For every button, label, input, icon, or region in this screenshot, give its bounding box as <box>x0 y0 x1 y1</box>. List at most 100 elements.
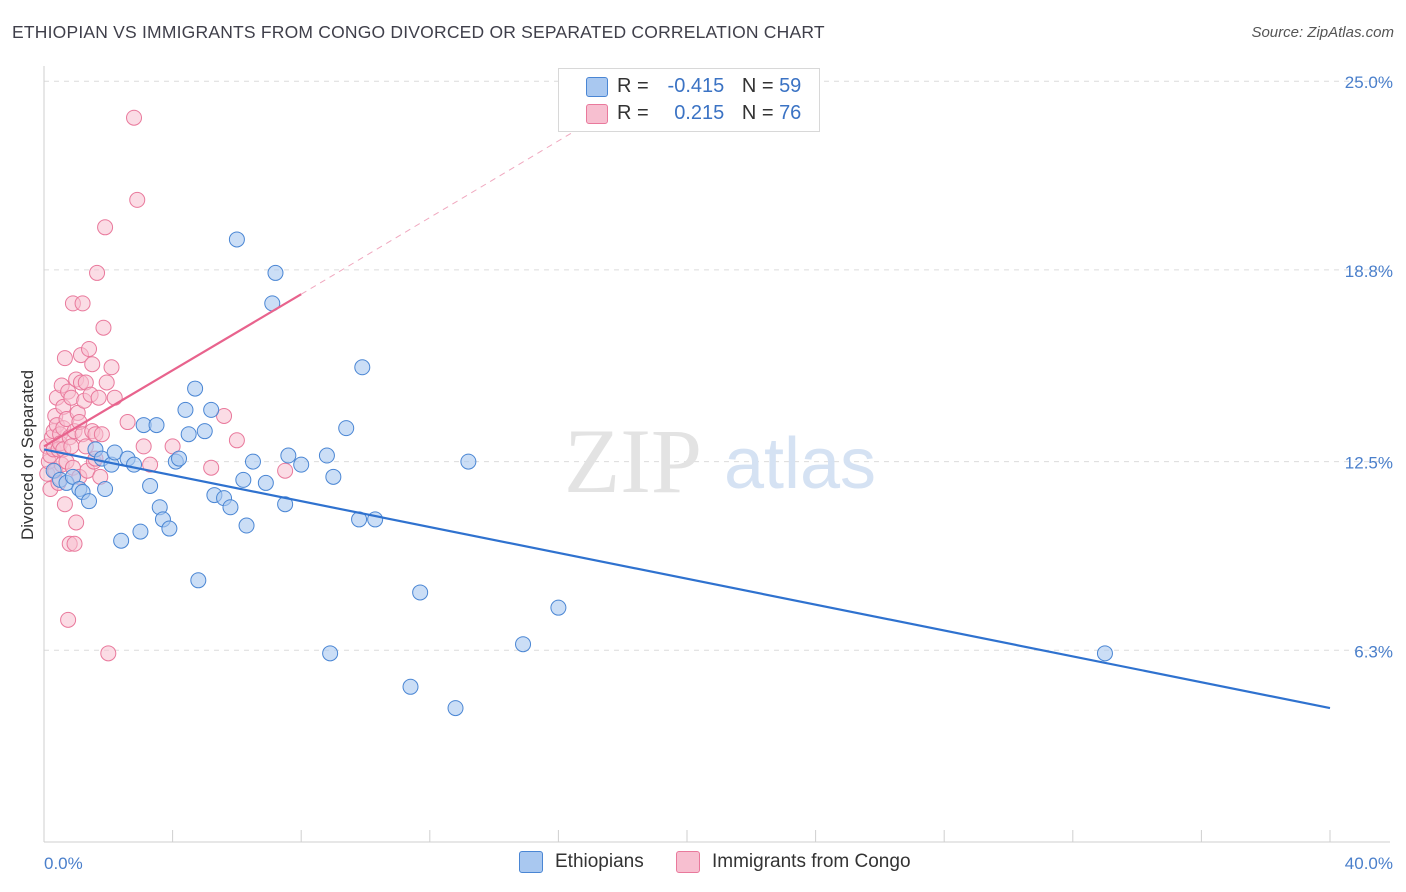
data-point-congo <box>216 407 233 424</box>
legend-n-value: 76 <box>779 102 802 124</box>
data-point-ethiopian <box>196 423 213 440</box>
data-point-congo <box>106 389 123 406</box>
data-point-ethiopian <box>402 678 419 695</box>
data-point-congo <box>119 414 136 431</box>
data-point-ethiopian <box>550 599 567 616</box>
data-point-congo <box>203 459 220 476</box>
data-point-ethiopian <box>338 420 355 437</box>
legend-r-label: R = <box>617 102 649 124</box>
data-point-congo <box>60 611 77 628</box>
data-point-congo <box>129 191 146 208</box>
legend-n-label: N = <box>741 75 774 97</box>
trend-lines <box>43 102 1331 710</box>
data-point-congo <box>56 496 73 513</box>
data-point-ethiopian <box>203 401 220 418</box>
data-point-ethiopian <box>267 264 284 281</box>
data-point-ethiopian <box>81 493 98 510</box>
y-tick-label: 25.0% <box>1345 73 1393 92</box>
ethiopian-points <box>45 231 1113 717</box>
legend-item-ethiopians: Ethiopians <box>519 851 644 873</box>
data-point-ethiopian <box>106 444 123 461</box>
trend-line-congo-extension <box>300 102 623 295</box>
trend-line-ethiopians <box>43 448 1331 710</box>
data-point-ethiopian <box>97 480 114 497</box>
data-point-congo <box>63 438 80 455</box>
data-point-ethiopian <box>222 499 239 516</box>
y-tick-label: 6.3% <box>1354 642 1393 661</box>
data-point-ethiopian <box>1096 645 1113 662</box>
legend-n-label: N = <box>741 102 774 124</box>
data-point-ethiopian <box>142 477 159 494</box>
data-point-congo <box>68 514 85 531</box>
data-point-congo <box>228 432 245 449</box>
watermark: ZIP atlas <box>564 410 876 512</box>
data-point-ethiopian <box>412 584 429 601</box>
legend-r-value: -0.415 <box>667 75 725 97</box>
data-point-congo <box>142 456 159 473</box>
congo-points <box>39 109 294 662</box>
data-point-ethiopian <box>293 456 310 473</box>
data-point-ethiopian <box>171 450 188 467</box>
legend-r-label: R = <box>617 75 649 97</box>
series-legend: Ethiopians Immigrants from Congo <box>0 851 1406 879</box>
y-tick-label: 12.5% <box>1345 454 1393 473</box>
data-point-ethiopian <box>318 447 335 464</box>
legend-item-congo: Immigrants from Congo <box>676 851 911 873</box>
data-point-ethiopian <box>354 359 371 376</box>
data-point-congo <box>97 219 114 236</box>
data-point-congo <box>66 535 83 552</box>
data-point-ethiopian <box>132 523 149 540</box>
data-point-ethiopian <box>257 474 274 491</box>
data-point-ethiopian <box>126 456 143 473</box>
data-point-congo <box>95 319 112 336</box>
chart-title: ETHIOPIAN VS IMMIGRANTS FROM CONGO DIVOR… <box>12 22 825 42</box>
data-point-congo <box>90 389 107 406</box>
data-point-ethiopian <box>515 636 532 653</box>
data-point-ethiopian <box>228 231 245 248</box>
data-point-ethiopian <box>148 417 165 434</box>
data-point-ethiopian <box>187 380 204 397</box>
data-point-ethiopian <box>161 520 178 537</box>
correlation-legend: R = -0.415 N = 59 R = 0.215 N = 76 <box>558 68 820 132</box>
legend-label-congo: Immigrants from Congo <box>712 851 911 872</box>
data-point-ethiopian <box>235 471 252 488</box>
legend-swatch-blue <box>586 76 608 97</box>
data-point-ethiopian <box>177 401 194 418</box>
data-point-congo <box>84 356 101 373</box>
data-point-ethiopian <box>277 496 294 513</box>
source-label: Source: ZipAtlas.com <box>1251 24 1394 41</box>
data-point-congo <box>126 109 143 126</box>
grid-lines <box>44 80 1390 651</box>
trend-line-congo <box>43 293 302 448</box>
data-point-congo <box>89 264 106 281</box>
data-point-congo <box>74 295 91 312</box>
data-point-ethiopian <box>190 572 207 589</box>
data-point-congo <box>93 426 110 443</box>
data-point-ethiopian <box>325 468 342 485</box>
x-tick-label: 0.0% <box>44 854 83 873</box>
data-point-ethiopian <box>113 532 130 549</box>
data-point-ethiopian <box>180 426 197 443</box>
data-point-ethiopian <box>238 517 255 534</box>
data-point-congo <box>98 374 115 391</box>
legend-swatch-congo <box>676 851 700 873</box>
data-point-congo <box>277 462 294 479</box>
watermark-atlas: atlas <box>724 424 876 504</box>
data-point-ethiopian <box>447 700 464 717</box>
data-point-ethiopian <box>460 453 477 470</box>
tick-labels: 6.3% 12.5% 18.8% 25.0% 0.0% 40.0% <box>44 73 1393 873</box>
legend-label-ethiopians: Ethiopians <box>555 851 644 872</box>
data-point-ethiopian <box>322 645 339 662</box>
legend-n-value: 59 <box>779 75 802 97</box>
legend-swatch-pink <box>586 103 608 124</box>
data-point-congo <box>135 438 152 455</box>
data-point-congo <box>81 341 98 358</box>
data-point-congo <box>103 359 120 376</box>
legend-r-value: 0.215 <box>674 102 725 124</box>
data-point-congo <box>100 645 117 662</box>
watermark-zip: ZIP <box>564 410 702 512</box>
x-tick-label: 40.0% <box>1345 854 1393 873</box>
legend-swatch-ethiopians <box>519 851 543 873</box>
axes <box>43 66 1390 843</box>
